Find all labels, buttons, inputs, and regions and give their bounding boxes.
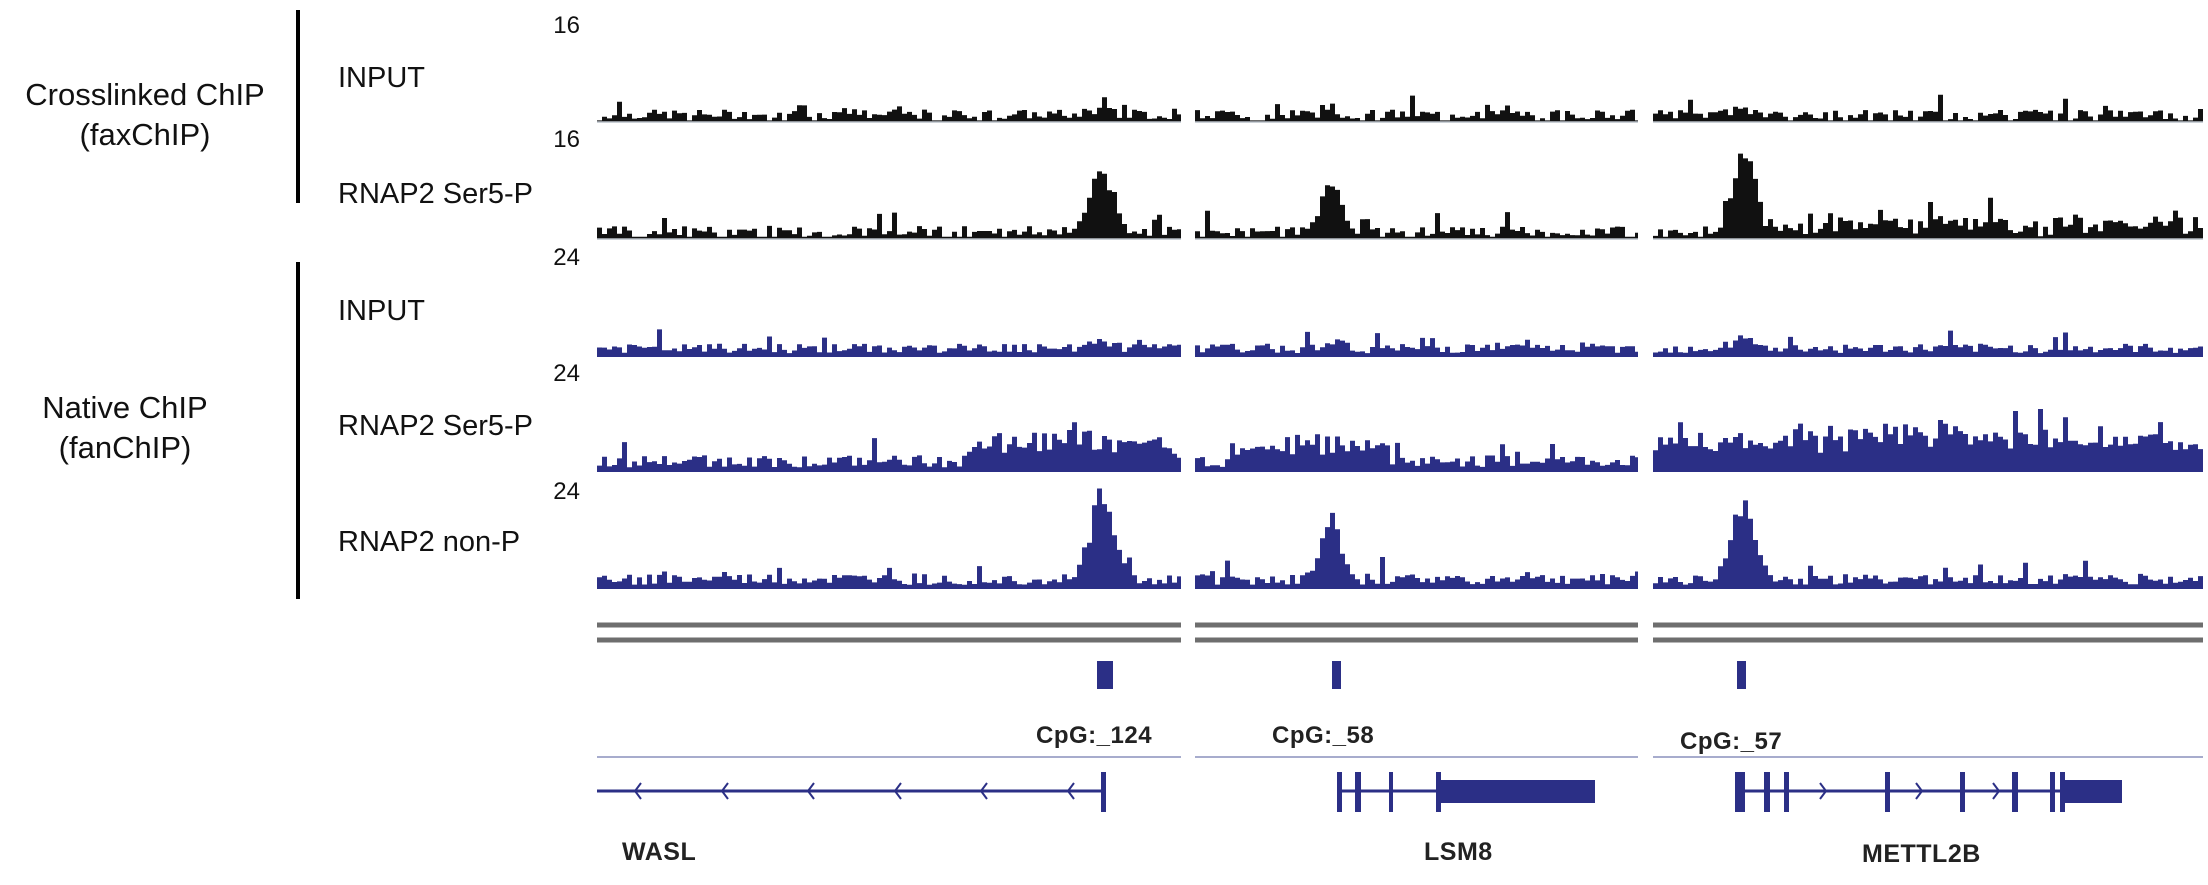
exon [1436, 772, 1441, 812]
exon [2060, 772, 2065, 812]
coverage-bars [1653, 409, 2203, 471]
track-label: INPUT [338, 295, 425, 327]
coverage-bars [1195, 185, 1638, 239]
chromosome-track-line [1653, 622, 2203, 628]
track-scale: 16 [553, 12, 580, 39]
coverage-bars [1195, 331, 1638, 356]
gene-name-wasl: WASL [622, 838, 697, 866]
gene-name-lsm8: LSM8 [1424, 838, 1493, 866]
exon [2012, 772, 2018, 812]
exon [1764, 772, 1770, 812]
coverage-bars [597, 329, 1181, 356]
group-bracket-native [296, 262, 300, 599]
strand-arrow-icon [1066, 782, 1075, 800]
exon-utr [2065, 780, 2122, 803]
coverage-bars [597, 171, 1181, 239]
exon [1389, 772, 1393, 812]
exon [1337, 772, 1342, 812]
strand-arrow-icon [1819, 782, 1828, 800]
strand-arrow-icon [806, 782, 815, 800]
strand-arrow-icon [720, 782, 729, 800]
group-label-crosslinked: Crosslinked ChIP (faxChIP) [0, 75, 290, 155]
cpg-island-block [1737, 661, 1746, 689]
group-label-crosslinked-line2: (faxChIP) [79, 117, 211, 152]
strand-arrow-icon [979, 782, 988, 800]
group-bracket-crosslinked [296, 10, 300, 203]
coverage-bars [1653, 500, 2203, 588]
cpg-label-mettl2b: CpG:_57 [1680, 728, 1783, 755]
exon [2050, 772, 2055, 812]
strand-arrow-icon [1992, 782, 2001, 800]
cpg-label-wasl: CpG:_124 [1036, 722, 1153, 749]
cpg-island-block [1332, 661, 1341, 689]
chromosome-track-line [597, 637, 1181, 643]
coverage-bars [1653, 94, 2203, 122]
exon [1784, 772, 1789, 812]
group-label-native-line2: (fanChIP) [58, 430, 192, 465]
exon [1960, 772, 1965, 812]
coverage-bars [597, 488, 1181, 588]
strand-arrow-icon [893, 782, 902, 800]
track-label: RNAP2 Ser5-P [338, 178, 534, 210]
coverage-bars [597, 422, 1181, 471]
exon [1355, 772, 1361, 812]
track-scale: 16 [553, 126, 580, 153]
track-scale: 24 [553, 478, 580, 505]
group-label-native: Native ChIP (fanChIP) [0, 388, 250, 468]
track-label: INPUT [338, 62, 425, 94]
track-scale: 24 [553, 360, 580, 387]
strand-arrow-icon [1915, 782, 1924, 800]
cpg-island-block [1097, 661, 1113, 689]
chromosome-track-line [597, 622, 1181, 628]
chromosome-track-line [1653, 637, 2203, 643]
chromosome-track-line [1195, 637, 1638, 643]
coverage-bars [1195, 512, 1638, 588]
coverage-bars [1653, 153, 2203, 239]
cpg-label-lsm8: CpG:_58 [1272, 722, 1375, 749]
track-label: RNAP2 Ser5-P [338, 410, 534, 442]
gene-name-mettl2b: METTL2B [1862, 840, 1981, 868]
coverage-bars [1195, 95, 1638, 122]
group-label-crosslinked-line1: Crosslinked ChIP [25, 77, 265, 112]
exon-utr [1440, 780, 1595, 803]
track-label: RNAP2 non-P [338, 526, 521, 558]
group-label-native-line1: Native ChIP [42, 390, 208, 425]
track-scale: 24 [553, 244, 580, 271]
exon [1735, 772, 1745, 812]
strand-arrow-icon [633, 782, 642, 800]
chromosome-track-line [1195, 622, 1638, 628]
exon [1885, 772, 1890, 812]
coverage-bars [1653, 330, 2203, 356]
coverage-bars [597, 97, 1181, 122]
coverage-bars [1195, 434, 1638, 471]
exon [1101, 772, 1106, 812]
